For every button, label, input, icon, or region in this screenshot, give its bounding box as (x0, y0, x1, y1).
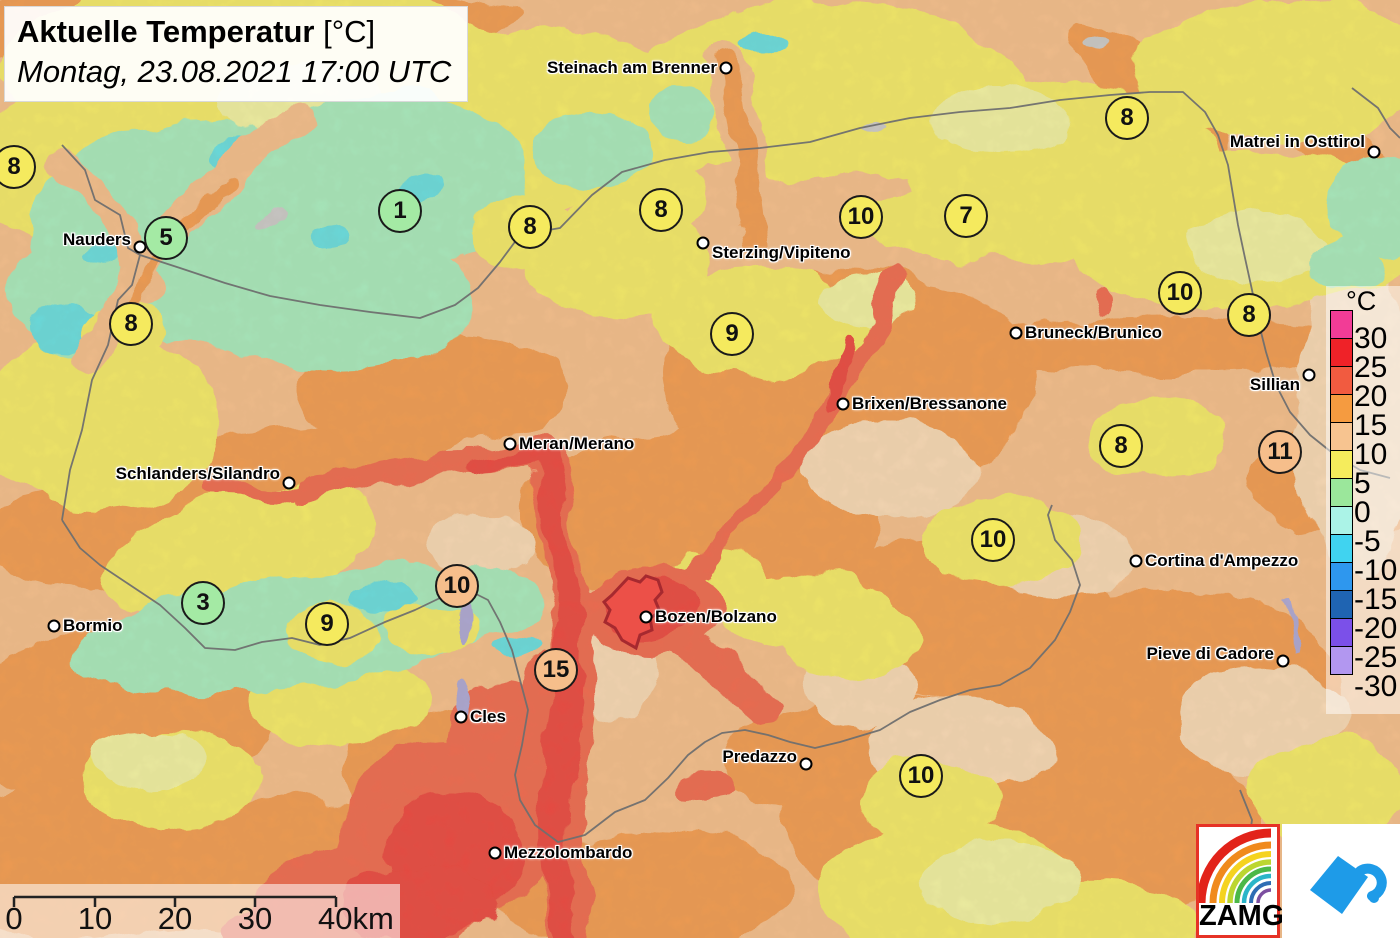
station-label: Cortina d'Ampezzo (1145, 551, 1299, 570)
station-dot (719, 61, 733, 75)
legend-tick-label: 5 (1354, 467, 1371, 500)
station-label: Schlanders/Silandro (115, 464, 280, 483)
legend-tick-label: 10 (1354, 438, 1388, 471)
temperature-value-marker: 5 (144, 216, 188, 260)
station-label: Steinach am Brenner (546, 58, 717, 77)
station-dot (454, 710, 468, 724)
station-dot (282, 476, 296, 490)
legend-color-cell (1330, 534, 1353, 563)
station-label: Meran/Merano (519, 434, 635, 453)
scale-bar-label: 20 (157, 901, 193, 936)
station-dot (1367, 145, 1381, 159)
temperature-value-marker: 8 (0, 145, 36, 189)
legend-color-cell (1330, 338, 1353, 367)
scale-bar-label: 0 (5, 901, 23, 936)
legend-tick-label: -25 (1354, 641, 1398, 674)
temperature-value-marker: 3 (181, 581, 225, 625)
scale-bar-label: 40km (318, 901, 394, 936)
station-label: Sillian (1249, 375, 1300, 394)
temperature-value-marker: 9 (305, 602, 349, 646)
station-label: Mezzolombardo (504, 843, 633, 862)
legend-color-cell (1330, 590, 1353, 619)
station-label: Nauders (62, 230, 131, 249)
station-dot (836, 397, 850, 411)
temperature-legend: °C 30 25 20 15 10 5 0 -5 -10 -15 -20 -25 -30 (1326, 286, 1400, 714)
legend-color-cell (1330, 618, 1353, 647)
legend-tick-label: -20 (1354, 612, 1398, 645)
temperature-value-marker: 8 (1105, 96, 1149, 140)
station-label: Bruneck/Brunico (1025, 323, 1162, 342)
station-dot (488, 846, 502, 860)
legend-tick-label: -15 (1354, 583, 1398, 616)
temperature-value-marker: 8 (508, 205, 552, 249)
station-label: Brixen/Bressanone (852, 394, 1007, 413)
station-label: Bormio (63, 616, 123, 635)
temperature-value-marker: 9 (710, 312, 754, 356)
station-dot (799, 757, 813, 771)
zamg-rainbow-icon (1196, 828, 1272, 904)
station-label: Bozen/Bolzano (655, 607, 777, 626)
temperature-value-marker: 8 (639, 188, 683, 232)
zamg-logo-text: ZAMG (1199, 900, 1285, 932)
blue-arrow-cloud-icon (1310, 856, 1387, 914)
station-label: Predazzo (722, 747, 797, 766)
temperature-value-marker: 7 (944, 194, 988, 238)
legend-tick-label: -30 (1354, 670, 1398, 703)
station-label: Matrei in Osttirol (1229, 132, 1365, 151)
temperature-value-marker: 10 (435, 564, 479, 608)
legend-tick-label: 30 (1354, 322, 1388, 355)
weather-app-logo (1282, 824, 1400, 938)
legend-color-cells (1330, 310, 1353, 675)
bozen-city-boundary (601, 574, 664, 651)
station-label: Cles (470, 707, 506, 726)
temperature-value-marker: 10 (839, 195, 883, 239)
legend-color-cell (1330, 394, 1353, 423)
station-label: Sterzing/Vipiteno (712, 243, 851, 262)
map-title-unit: [°C] (323, 14, 376, 49)
legend-tick-label: 25 (1354, 351, 1388, 384)
temperature-value-marker: 10 (1158, 271, 1202, 315)
temperature-value-marker: 1 (378, 189, 422, 233)
legend-color-cell (1330, 450, 1353, 479)
temperature-value-marker: 8 (1099, 424, 1143, 468)
station-dot (1129, 554, 1143, 568)
scale-bar-label: 10 (77, 901, 113, 936)
legend-color-cell (1330, 478, 1353, 507)
station-dot (47, 619, 61, 633)
station-dot (696, 236, 710, 250)
legend-tick-label: -10 (1354, 554, 1398, 587)
legend-tick-label: 0 (1354, 496, 1371, 529)
legend-color-cell (1330, 310, 1353, 339)
map-datetime: Montag, 23.08.2021 17:00 UTC (17, 54, 452, 89)
map-title-box: Aktuelle Temperatur [°C] Montag, 23.08.2… (4, 6, 469, 102)
station-dot (1302, 368, 1316, 382)
legend-color-cell (1330, 646, 1353, 675)
legend-color-cell (1330, 506, 1353, 535)
zamg-logo: ZAMG (1196, 824, 1285, 938)
temperature-value-marker: 10 (971, 518, 1015, 562)
map-title: Aktuelle Temperatur [°C] (17, 14, 376, 49)
temperature-value-marker: 8 (109, 302, 153, 346)
station-dot (1276, 654, 1290, 668)
temperature-value-marker: 8 (1227, 293, 1271, 337)
legend-color-cell (1330, 366, 1353, 395)
scale-bar: 0 10 20 30 40km (0, 884, 400, 938)
scale-bar-ruler (12, 895, 338, 907)
legend-tick-label: -5 (1354, 525, 1381, 558)
scale-bar-label: 30 (237, 901, 273, 936)
legend-tick-label: 15 (1354, 409, 1388, 442)
station-label: Pieve di Cadore (1146, 644, 1274, 663)
temperature-value-marker: 15 (534, 648, 578, 692)
temperature-value-marker: 10 (899, 754, 943, 798)
station-dot (1009, 326, 1023, 340)
legend-color-cell (1330, 562, 1353, 591)
station-dot (639, 610, 653, 624)
temperature-value-marker: 11 (1258, 430, 1302, 474)
legend-tick-label: 20 (1354, 380, 1388, 413)
station-dot (503, 437, 517, 451)
legend-color-cell (1330, 422, 1353, 451)
